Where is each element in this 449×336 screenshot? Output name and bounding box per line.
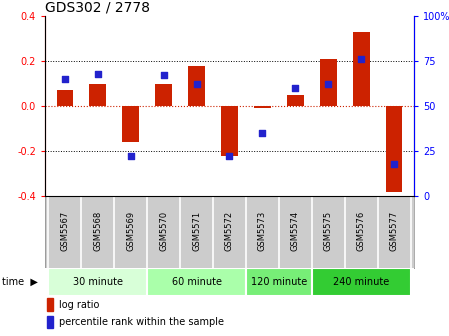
- Text: GSM5576: GSM5576: [357, 210, 366, 251]
- Bar: [287, 95, 304, 106]
- Point: [358, 56, 365, 62]
- Point: [259, 130, 266, 136]
- Point: [226, 154, 233, 159]
- Bar: [312, 268, 411, 296]
- Text: GSM5568: GSM5568: [93, 210, 102, 251]
- Text: percentile rank within the sample: percentile rank within the sample: [59, 317, 224, 327]
- Text: GDS302 / 2778: GDS302 / 2778: [45, 1, 150, 15]
- Bar: [47, 316, 53, 328]
- Point: [325, 82, 332, 87]
- Text: 120 minute: 120 minute: [251, 277, 307, 287]
- Bar: [48, 268, 147, 296]
- Point: [193, 82, 200, 87]
- Point: [160, 73, 167, 78]
- Point: [94, 71, 101, 76]
- Text: GSM5575: GSM5575: [324, 210, 333, 251]
- Bar: [188, 66, 205, 106]
- Text: time  ▶: time ▶: [2, 277, 38, 287]
- Text: GSM5571: GSM5571: [192, 210, 201, 251]
- Bar: [221, 106, 238, 156]
- Text: GSM5569: GSM5569: [126, 210, 135, 251]
- Text: GSM5572: GSM5572: [225, 210, 234, 251]
- Bar: [123, 106, 139, 142]
- Text: GSM5570: GSM5570: [159, 210, 168, 251]
- Bar: [57, 90, 73, 106]
- Text: GSM5577: GSM5577: [390, 210, 399, 251]
- Bar: [386, 106, 402, 192]
- Bar: [320, 59, 337, 106]
- Text: GSM5567: GSM5567: [60, 210, 69, 251]
- Bar: [89, 84, 106, 106]
- Point: [292, 85, 299, 91]
- Point: [391, 161, 398, 166]
- Text: GSM5574: GSM5574: [291, 210, 300, 251]
- Text: 240 minute: 240 minute: [333, 277, 389, 287]
- Text: 30 minute: 30 minute: [73, 277, 123, 287]
- Point: [127, 154, 134, 159]
- Point: [61, 76, 68, 82]
- Text: 60 minute: 60 minute: [172, 277, 221, 287]
- Bar: [47, 298, 53, 311]
- Bar: [155, 84, 172, 106]
- Bar: [147, 268, 246, 296]
- Text: log ratio: log ratio: [59, 300, 99, 310]
- Bar: [254, 106, 271, 108]
- Bar: [353, 32, 370, 106]
- Bar: [246, 268, 312, 296]
- Text: GSM5573: GSM5573: [258, 210, 267, 251]
